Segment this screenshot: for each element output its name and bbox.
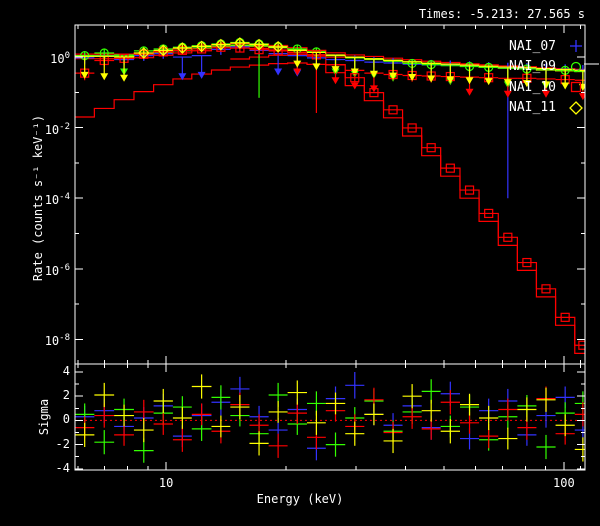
- legend-label: NAI_11: [509, 100, 556, 115]
- panel-frames-and-ticks: [74, 24, 586, 471]
- legend-item-nai_07: NAI_07: [470, 36, 600, 56]
- sigma-y-tick-label: 0: [62, 412, 70, 427]
- x-tick-label: 10: [158, 476, 174, 490]
- series-nai_11: [75, 37, 585, 91]
- circle-icon: [570, 61, 582, 72]
- square-icon: [570, 81, 582, 93]
- plus-icon: [570, 40, 582, 52]
- sigma-y-tick-label: -4: [55, 460, 70, 475]
- main-panel-data: [75, 37, 585, 354]
- x-axis-title: Energy (keV): [256, 492, 344, 506]
- legend-item-nai_09: NAI_09: [470, 57, 600, 77]
- main-y-tick-label: 10-8: [44, 333, 70, 349]
- time-range-label: Times: -5.213: 27.565 s: [418, 7, 585, 21]
- sigma-y-tick-label: 2: [62, 388, 70, 403]
- main-y-tick-label: 10-2: [44, 121, 70, 137]
- sigma-y-tick-label: -2: [55, 436, 70, 451]
- model-line-model-nai10-steep-2: [230, 54, 585, 346]
- main-y-tick-label: 10-6: [44, 262, 70, 278]
- legend-label: NAI_10: [509, 79, 556, 95]
- legend-item-nai_10: NAI_10: [470, 77, 600, 97]
- series-nai10-model-squares: [350, 73, 585, 350]
- sigma-y-tick-label: 4: [62, 363, 70, 378]
- sigma-panel-data: [75, 371, 585, 463]
- x-tick-label: 100: [553, 476, 575, 490]
- legend-item-nai_11: NAI_11: [470, 98, 600, 118]
- diamond-icon: [569, 100, 583, 115]
- legend-label: NAI_09: [509, 59, 556, 74]
- main-y-tick-label: 10-4: [44, 192, 70, 208]
- sigma-series-nai_11: [75, 374, 585, 462]
- main-y-tick-label: 100: [50, 51, 70, 67]
- legend-label: NAI_07: [509, 38, 556, 54]
